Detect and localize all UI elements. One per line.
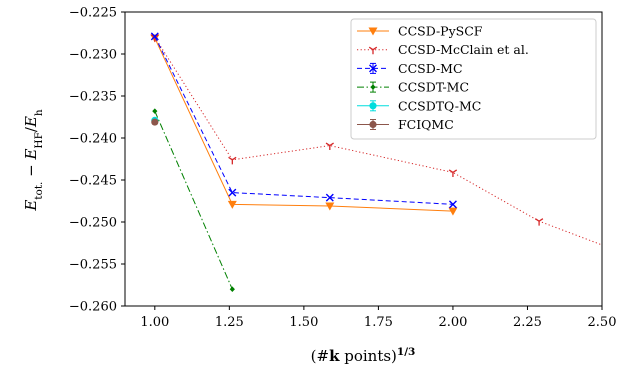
legend-label: FCIQMC xyxy=(398,117,454,132)
data-point xyxy=(448,207,458,216)
series-1 xyxy=(150,34,612,252)
legend-item: CCSDT-MC xyxy=(357,80,469,95)
legend-label: CCSD-McClain et al. xyxy=(398,42,529,57)
legend-marker xyxy=(368,46,378,55)
y-tick-label: −0.235 xyxy=(69,90,117,105)
legend: CCSD-PySCF CCSD-McClain et al. CCSD-MC CCSD… xyxy=(350,18,597,140)
y-tick-label: −0.250 xyxy=(69,216,117,231)
data-point xyxy=(229,286,235,292)
x-tick-label: 1.00 xyxy=(140,315,169,330)
x-axis-label: (#k points)1/3 xyxy=(311,346,416,365)
data-point xyxy=(151,118,159,126)
data-point xyxy=(448,169,458,177)
legend-marker xyxy=(369,120,377,129)
y-tick-label: −0.230 xyxy=(69,48,117,63)
series-3 xyxy=(152,108,235,292)
series-5 xyxy=(151,118,159,126)
data-point xyxy=(150,32,159,41)
x-tick-label: 1.50 xyxy=(289,315,318,330)
x-tick-label: 1.75 xyxy=(364,315,393,330)
series-line xyxy=(154,110,233,290)
x-tick-label: 2.25 xyxy=(513,315,542,330)
legend-item: CCSD-MC xyxy=(357,61,463,76)
series-line xyxy=(154,36,602,246)
plot-frame xyxy=(124,11,603,307)
series-line xyxy=(154,37,453,212)
data-point xyxy=(325,142,334,151)
legend-marker xyxy=(369,64,377,73)
legend-box xyxy=(350,18,597,140)
data-point xyxy=(325,202,335,211)
legend-items: CCSD-PySCF CCSD-McClain et al. CCSD-MC CCSD… xyxy=(357,24,529,132)
data-point xyxy=(604,245,612,252)
legend-item: CCSDTQ-MC xyxy=(357,98,481,113)
legend-item: FCIQMC xyxy=(357,117,454,132)
y-tick-label: −0.225 xyxy=(69,6,117,21)
data-point xyxy=(448,200,457,209)
marks-layer xyxy=(150,32,612,292)
y-axis-label: Etot. − EHF/Eh xyxy=(22,109,45,212)
legend-item: CCSD-PySCF xyxy=(357,24,483,39)
legend-marker xyxy=(369,102,377,110)
data-point xyxy=(228,156,237,165)
y-tick-label: −0.255 xyxy=(69,258,117,273)
ticks-layer: 1.00 1.25 1.50 1.75 2.00 2.25 2.50 −0.260 −0.255… xyxy=(69,6,617,331)
series-2 xyxy=(150,32,457,209)
y-tick-label: −0.245 xyxy=(69,174,117,189)
legend-label: CCSDTQ-MC xyxy=(398,98,481,113)
legend-item: CCSD-McClain et al. xyxy=(357,42,529,57)
x-tick-label: 1.25 xyxy=(215,315,244,330)
legend-marker xyxy=(370,84,376,90)
data-point xyxy=(534,218,544,226)
legend-label: CCSDT-MC xyxy=(398,80,469,95)
x-tick-label: 2.50 xyxy=(588,315,617,330)
data-point xyxy=(325,193,334,202)
data-point xyxy=(152,108,158,114)
y-tick-label: −0.240 xyxy=(69,132,117,147)
legend-marker xyxy=(368,27,378,36)
legend-label: CCSD-MC xyxy=(398,61,463,76)
data-point xyxy=(227,200,237,209)
data-point xyxy=(228,188,237,197)
y-tick-label: −0.260 xyxy=(69,300,117,315)
legend-label: CCSD-PySCF xyxy=(398,24,483,39)
x-tick-label: 2.00 xyxy=(438,315,467,330)
